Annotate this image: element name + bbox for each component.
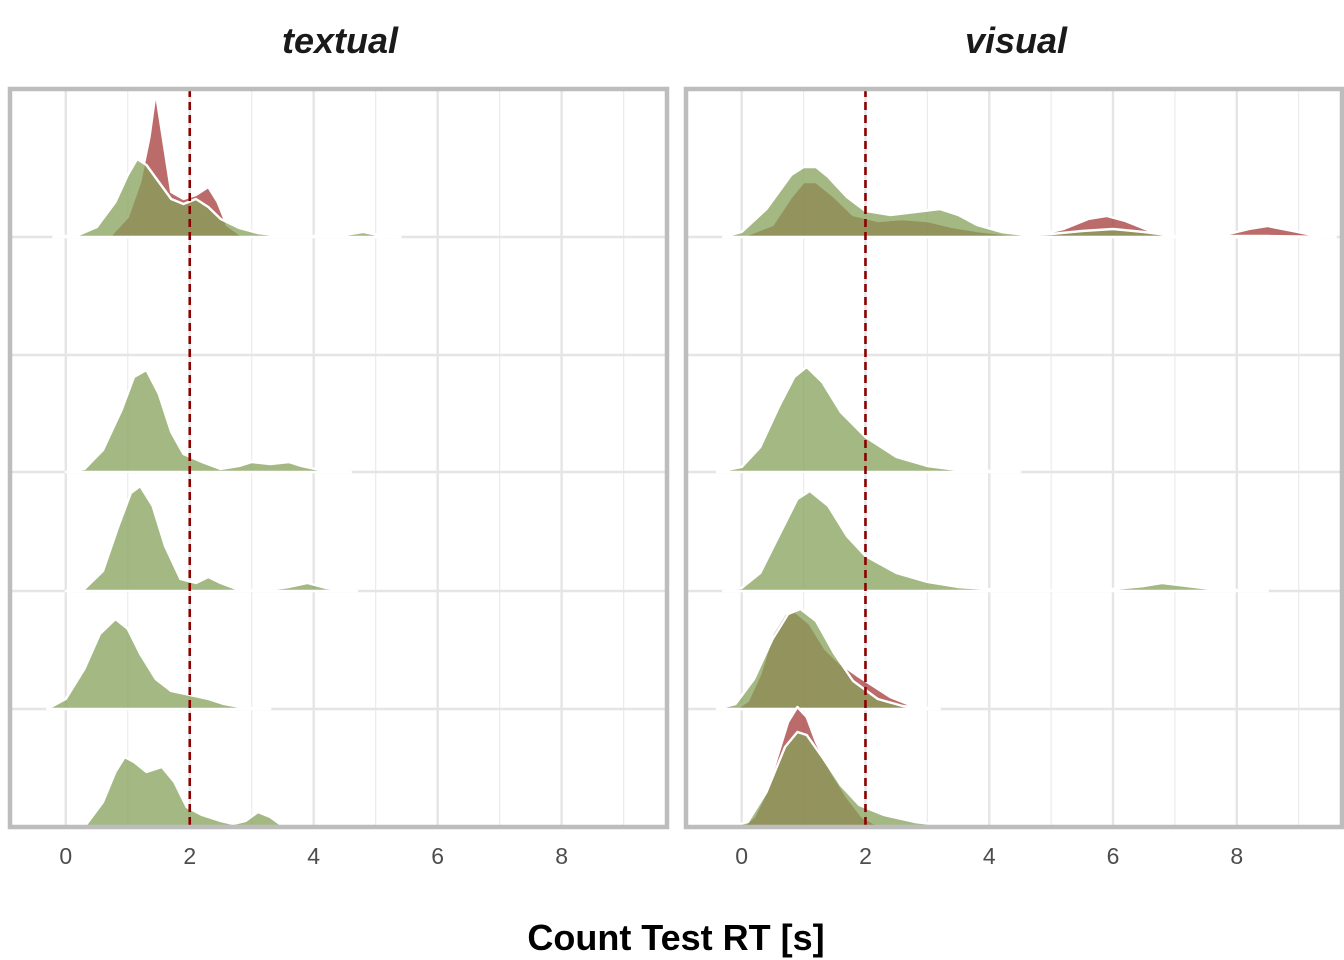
density-green-row-0: [721, 165, 1325, 239]
x-tick-label: 4: [307, 843, 320, 869]
density-green-row-2: [715, 365, 1022, 474]
density-green-row-3: [721, 489, 1269, 593]
x-tick-label: 4: [983, 843, 996, 869]
panel-textual: 0 2 4 6 8: [7, 86, 670, 869]
density-green-row-4: [715, 607, 929, 711]
density-green-row-0: [52, 157, 402, 239]
x-tick-label: 8: [1230, 843, 1243, 869]
x-tick-label: 0: [735, 843, 748, 869]
x-tick-label: 8: [555, 843, 568, 869]
facet-title-visual: visual: [965, 20, 1068, 61]
x-axis-title: Count Test RT [s]: [527, 917, 824, 958]
x-tick-label: 2: [859, 843, 872, 869]
facet-title-textual: textual: [282, 20, 399, 61]
density-green-row-3: [64, 484, 359, 593]
density-green-row-2: [64, 368, 353, 474]
x-tick-label: 2: [183, 843, 196, 869]
x-tick-label: 0: [59, 843, 72, 869]
x-tick-label: 6: [431, 843, 444, 869]
panel-border: [7, 86, 670, 830]
panel-border: [683, 86, 1344, 830]
density-green-row-5: [728, 730, 966, 829]
x-tick-label: 6: [1107, 843, 1120, 869]
panel-visual: 0 2 4 6 8: [683, 86, 1344, 869]
density-green-row-4: [46, 617, 272, 711]
density-green-row-5: [83, 755, 309, 829]
